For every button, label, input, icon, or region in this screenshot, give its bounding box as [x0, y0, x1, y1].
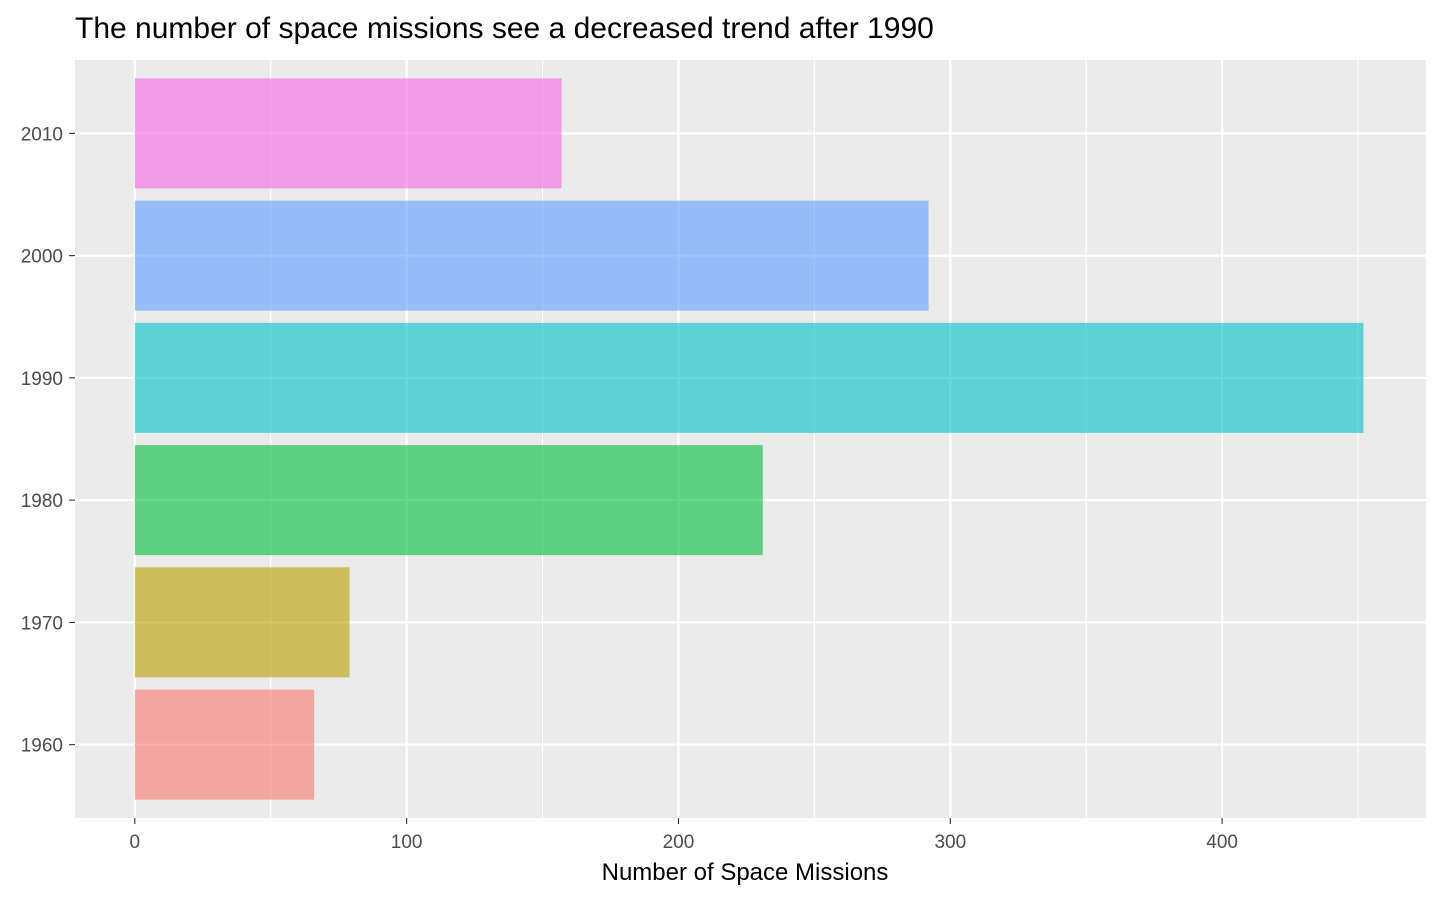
- x-axis-title: Number of Space Missions: [602, 859, 889, 886]
- x-tick-label: 400: [1206, 832, 1238, 853]
- y-tick-label: 1970: [21, 613, 63, 634]
- bar-1970: [134, 567, 350, 678]
- y-tick-label: 2000: [21, 247, 63, 268]
- x-tick-label: 100: [391, 832, 423, 853]
- y-tick-label: 1980: [21, 491, 63, 512]
- x-tick-label: 300: [934, 832, 966, 853]
- bar-2000: [134, 200, 929, 311]
- bar-1990: [134, 322, 1364, 433]
- y-tick-label: 2010: [21, 124, 63, 145]
- bar-2010: [134, 78, 562, 189]
- y-tick-label: 1990: [21, 369, 63, 390]
- chart-title: The number of space missions see a decre…: [75, 12, 934, 45]
- y-tick-label: 1960: [21, 736, 63, 757]
- x-tick-label: 200: [663, 832, 695, 853]
- bar-1960: [134, 689, 315, 800]
- x-tick-label: 0: [130, 832, 141, 853]
- x-axis: 0 100 200 300 400: [130, 818, 1238, 853]
- y-axis: 1960 1970 1980 1990 2000 2010: [21, 124, 75, 757]
- bar-1980: [134, 445, 763, 556]
- bars: [134, 78, 1364, 800]
